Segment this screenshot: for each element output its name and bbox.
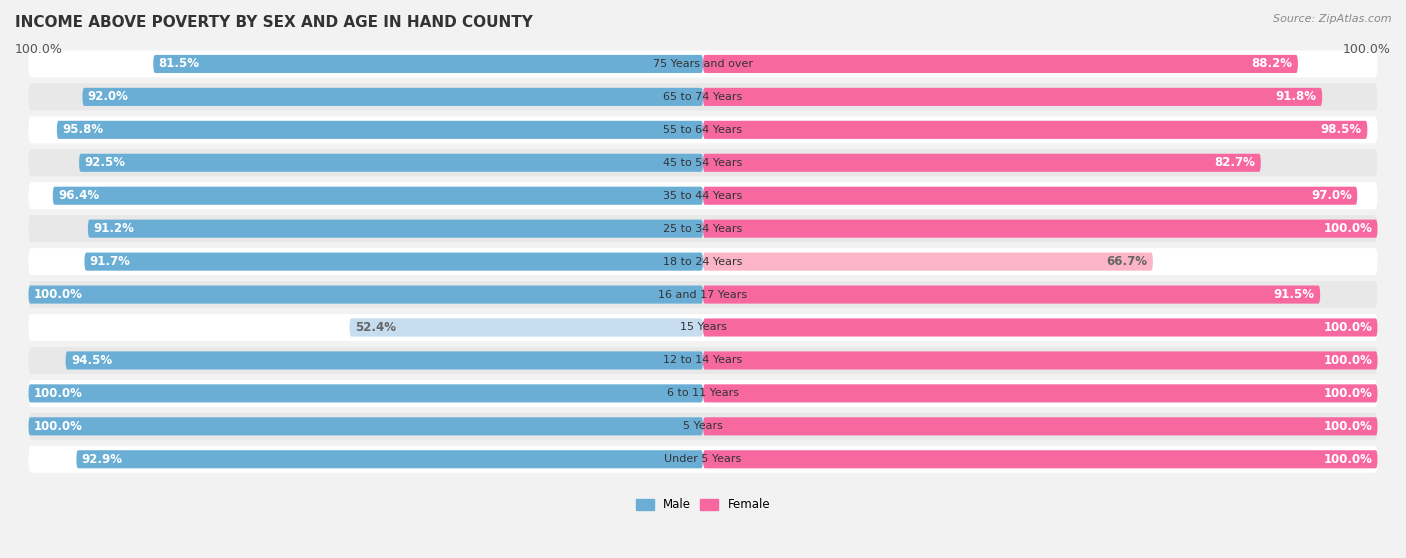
Text: 100.0%: 100.0% bbox=[34, 420, 83, 433]
FancyBboxPatch shape bbox=[703, 55, 1298, 73]
Text: 97.0%: 97.0% bbox=[1310, 189, 1353, 202]
FancyBboxPatch shape bbox=[56, 121, 703, 139]
Text: 91.8%: 91.8% bbox=[1275, 90, 1317, 103]
Text: 91.2%: 91.2% bbox=[93, 222, 134, 235]
Text: 100.0%: 100.0% bbox=[15, 42, 63, 56]
FancyBboxPatch shape bbox=[703, 220, 1378, 238]
FancyBboxPatch shape bbox=[79, 153, 703, 172]
Text: 75 Years and over: 75 Years and over bbox=[652, 59, 754, 69]
Text: 100.0%: 100.0% bbox=[1323, 420, 1372, 433]
FancyBboxPatch shape bbox=[703, 319, 1378, 336]
Text: 98.5%: 98.5% bbox=[1320, 123, 1362, 136]
FancyBboxPatch shape bbox=[703, 352, 1378, 369]
FancyBboxPatch shape bbox=[28, 182, 1378, 209]
Text: 18 to 24 Years: 18 to 24 Years bbox=[664, 257, 742, 267]
FancyBboxPatch shape bbox=[66, 352, 703, 369]
Text: 96.4%: 96.4% bbox=[58, 189, 100, 202]
Text: 45 to 54 Years: 45 to 54 Years bbox=[664, 158, 742, 168]
FancyBboxPatch shape bbox=[703, 286, 1320, 304]
FancyBboxPatch shape bbox=[28, 384, 703, 402]
FancyBboxPatch shape bbox=[28, 83, 1378, 110]
FancyBboxPatch shape bbox=[703, 187, 1357, 205]
Text: 66.7%: 66.7% bbox=[1107, 255, 1147, 268]
FancyBboxPatch shape bbox=[28, 215, 1378, 242]
Text: 92.0%: 92.0% bbox=[87, 90, 129, 103]
Text: 91.5%: 91.5% bbox=[1274, 288, 1315, 301]
FancyBboxPatch shape bbox=[28, 417, 703, 435]
FancyBboxPatch shape bbox=[703, 153, 1261, 172]
Text: 100.0%: 100.0% bbox=[1343, 42, 1391, 56]
Text: 82.7%: 82.7% bbox=[1215, 156, 1256, 169]
Text: 35 to 44 Years: 35 to 44 Years bbox=[664, 191, 742, 201]
Text: 91.7%: 91.7% bbox=[90, 255, 131, 268]
Text: Under 5 Years: Under 5 Years bbox=[665, 454, 741, 464]
Text: 52.4%: 52.4% bbox=[354, 321, 396, 334]
FancyBboxPatch shape bbox=[28, 281, 1378, 308]
Text: 16 and 17 Years: 16 and 17 Years bbox=[658, 290, 748, 300]
FancyBboxPatch shape bbox=[84, 253, 703, 271]
FancyBboxPatch shape bbox=[350, 319, 703, 336]
Text: 92.5%: 92.5% bbox=[84, 156, 125, 169]
FancyBboxPatch shape bbox=[28, 413, 1378, 440]
Text: 100.0%: 100.0% bbox=[34, 387, 83, 400]
FancyBboxPatch shape bbox=[28, 347, 1378, 374]
FancyBboxPatch shape bbox=[703, 384, 1378, 402]
Text: 100.0%: 100.0% bbox=[1323, 354, 1372, 367]
Text: 55 to 64 Years: 55 to 64 Years bbox=[664, 125, 742, 135]
Text: 88.2%: 88.2% bbox=[1251, 57, 1292, 70]
Text: 100.0%: 100.0% bbox=[1323, 453, 1372, 466]
FancyBboxPatch shape bbox=[28, 50, 1378, 78]
Text: 81.5%: 81.5% bbox=[159, 57, 200, 70]
Text: 12 to 14 Years: 12 to 14 Years bbox=[664, 355, 742, 365]
Legend: Male, Female: Male, Female bbox=[631, 494, 775, 516]
FancyBboxPatch shape bbox=[28, 248, 1378, 275]
FancyBboxPatch shape bbox=[153, 55, 703, 73]
FancyBboxPatch shape bbox=[28, 314, 1378, 341]
Text: 94.5%: 94.5% bbox=[70, 354, 112, 367]
FancyBboxPatch shape bbox=[28, 286, 703, 304]
Text: 100.0%: 100.0% bbox=[34, 288, 83, 301]
Text: Source: ZipAtlas.com: Source: ZipAtlas.com bbox=[1274, 14, 1392, 24]
FancyBboxPatch shape bbox=[703, 88, 1322, 106]
FancyBboxPatch shape bbox=[53, 187, 703, 205]
Text: 25 to 34 Years: 25 to 34 Years bbox=[664, 224, 742, 234]
Text: 92.9%: 92.9% bbox=[82, 453, 122, 466]
Text: 5 Years: 5 Years bbox=[683, 421, 723, 431]
FancyBboxPatch shape bbox=[703, 253, 1153, 271]
FancyBboxPatch shape bbox=[28, 380, 1378, 407]
FancyBboxPatch shape bbox=[28, 116, 1378, 143]
FancyBboxPatch shape bbox=[28, 446, 1378, 473]
Text: 95.8%: 95.8% bbox=[62, 123, 103, 136]
FancyBboxPatch shape bbox=[87, 220, 703, 238]
Text: INCOME ABOVE POVERTY BY SEX AND AGE IN HAND COUNTY: INCOME ABOVE POVERTY BY SEX AND AGE IN H… bbox=[15, 15, 533, 30]
Text: 100.0%: 100.0% bbox=[1323, 222, 1372, 235]
FancyBboxPatch shape bbox=[703, 417, 1378, 435]
Text: 100.0%: 100.0% bbox=[1323, 321, 1372, 334]
Text: 6 to 11 Years: 6 to 11 Years bbox=[666, 388, 740, 398]
FancyBboxPatch shape bbox=[703, 121, 1368, 139]
FancyBboxPatch shape bbox=[83, 88, 703, 106]
FancyBboxPatch shape bbox=[703, 450, 1378, 468]
FancyBboxPatch shape bbox=[76, 450, 703, 468]
Text: 100.0%: 100.0% bbox=[1323, 387, 1372, 400]
FancyBboxPatch shape bbox=[28, 150, 1378, 176]
Text: 65 to 74 Years: 65 to 74 Years bbox=[664, 92, 742, 102]
Text: 15 Years: 15 Years bbox=[679, 323, 727, 333]
